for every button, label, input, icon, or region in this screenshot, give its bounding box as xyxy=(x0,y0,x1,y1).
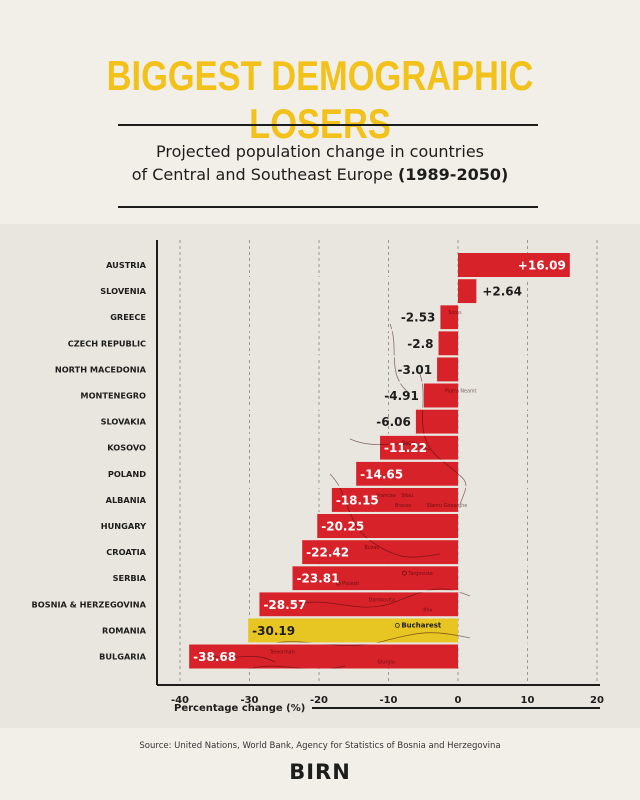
subtitle-region: of Central and Southeast Europe xyxy=(131,165,393,184)
value-label-montenegro: -4.91 xyxy=(384,389,419,403)
value-label-romania: -30.19 xyxy=(252,624,295,638)
bar-austria xyxy=(458,253,570,277)
x-tick-label--30: -30 xyxy=(240,695,258,706)
bar-albania xyxy=(331,487,458,512)
map-border-1 xyxy=(299,588,471,608)
x-axis-title: Percentage change (%) xyxy=(174,703,305,714)
bar-poland xyxy=(356,461,458,486)
map-city-marker-targoviste xyxy=(401,570,407,576)
bar-bosnia-and-herzegovina xyxy=(259,592,458,617)
chart-panel: Soros Piatra Neamt Bacau Sibiu Sfantu Gheorg… xyxy=(0,224,640,728)
bar-kosovo xyxy=(380,435,458,460)
map-city-marker-ploiesti xyxy=(335,580,341,586)
subtitle: Projected population change in countries… xyxy=(0,140,640,186)
map-border-5 xyxy=(349,438,431,451)
category-label-slovakia: SLOVAKIA xyxy=(101,417,147,427)
map-label-ilfov: Ilfov xyxy=(422,607,432,613)
category-label-slovenia: SLOVENIA xyxy=(100,286,146,296)
value-label-albania: -18.15 xyxy=(336,493,379,507)
x-tick-label-0: 0 xyxy=(455,695,462,706)
x-tick-label-10: 10 xyxy=(521,695,535,706)
value-label-slovakia: -6.06 xyxy=(376,415,411,429)
subtitle-line-1: Projected population change in countries xyxy=(155,142,485,161)
category-label-kosovo: KOSOVO xyxy=(107,443,146,453)
source-note: Source: United Nations, World Bank, Agen… xyxy=(139,741,501,751)
map-label-targoviste: Targoviste xyxy=(407,571,432,577)
bar-hungary xyxy=(317,514,458,538)
category-label-czech-republic: CZECH REPUBLIC xyxy=(68,338,146,348)
subtitle-years: (1989-2050) xyxy=(397,165,509,184)
map-label-piatra-neamt: Piatra Neamt xyxy=(445,389,477,395)
map-label-buzau: Buzau xyxy=(365,545,380,551)
bar-romania xyxy=(248,618,458,643)
map-label-ploiesti: Ploiesti xyxy=(342,581,359,587)
category-label-hungary: HUNGARY xyxy=(101,521,147,531)
map-label-brasov: Brasov xyxy=(395,503,412,509)
category-label-romania: ROMANIA xyxy=(102,625,147,635)
map-label-dambovita: Dambovita xyxy=(369,597,395,603)
value-label-slovenia: +2.64 xyxy=(482,285,522,299)
value-label-north-macedonia: -3.01 xyxy=(397,363,432,377)
value-label-bulgaria: -38.68 xyxy=(193,650,236,664)
map-label-sfantu-gheorghe: Sfantu Gheorghe xyxy=(426,503,467,509)
category-label-bosnia-and-herzegovina: BOSNIA & HERZEGOVINA xyxy=(32,599,147,609)
value-label-czech-republic: -2.8 xyxy=(407,337,433,351)
category-label-serbia: SERBIA xyxy=(113,573,147,583)
subtitle-line-2: of Central and Southeast Europe (1989-20… xyxy=(0,163,640,186)
value-label-poland: -14.65 xyxy=(360,467,403,481)
x-tick-label--20: -20 xyxy=(310,695,328,706)
x-tick-label--10: -10 xyxy=(379,695,397,706)
birn-logo: BIRN xyxy=(289,760,351,784)
bar-serbia xyxy=(292,566,458,591)
value-label-serbia: -23.81 xyxy=(297,572,340,586)
divider-bottom xyxy=(118,206,538,208)
bar-north-macedonia xyxy=(437,357,458,382)
map-label-soros: Soros xyxy=(448,310,462,316)
map-label-sibiu: Sibiu xyxy=(401,493,413,499)
bar-croatia xyxy=(302,540,458,565)
value-label-bosnia-and-herzegovina: -28.57 xyxy=(263,598,306,612)
value-label-croatia: -22.42 xyxy=(306,546,349,560)
bar-bulgaria xyxy=(189,644,458,669)
category-label-croatia: CROATIA xyxy=(106,547,146,557)
category-label-austria: AUSTRIA xyxy=(106,260,147,270)
map-border-3 xyxy=(329,473,441,558)
category-label-albania: ALBANIA xyxy=(106,495,147,505)
category-label-north-macedonia: NORTH MACEDONIA xyxy=(55,364,147,374)
value-label-hungary: -20.25 xyxy=(321,520,364,534)
map-label-vrancea: Vrancea xyxy=(376,493,396,499)
map-border-7 xyxy=(389,323,411,395)
bar-slovakia xyxy=(415,409,458,434)
category-label-poland: POLAND xyxy=(108,469,146,479)
bar-montenegro xyxy=(423,383,458,408)
bar-greece xyxy=(440,305,458,330)
value-label-kosovo: -11.22 xyxy=(384,441,427,455)
bar-chart: Soros Piatra Neamt Bacau Sibiu Sfantu Gheorg… xyxy=(32,240,604,714)
value-label-austria: +16.09 xyxy=(518,259,566,273)
map-label-teleorman: Teleorman xyxy=(269,650,295,656)
bar-slovenia xyxy=(458,279,477,304)
bar-czech-republic xyxy=(438,331,458,356)
category-label-greece: GREECE xyxy=(110,312,146,322)
x-tick-label-20: 20 xyxy=(590,695,604,706)
category-label-bulgaria: BULGARIA xyxy=(99,652,147,662)
map-border-6 xyxy=(250,665,346,669)
map-label-bacau: Bacau xyxy=(402,441,417,447)
divider-top xyxy=(118,124,538,126)
map-label-giurgiu: Giurgiu xyxy=(377,660,394,666)
map-border-2 xyxy=(269,632,471,646)
value-label-greece: -2.53 xyxy=(401,311,436,325)
map-city-marker-bucharest xyxy=(394,622,400,628)
map-label-bucharest: Bucharest xyxy=(401,621,442,629)
x-tick-label--40: -40 xyxy=(171,695,189,706)
page-title: BIGGEST DEMOGRAPHIC LOSERS xyxy=(106,52,534,147)
map-border-8 xyxy=(204,653,276,663)
category-label-montenegro: MONTENEGRO xyxy=(80,391,146,401)
